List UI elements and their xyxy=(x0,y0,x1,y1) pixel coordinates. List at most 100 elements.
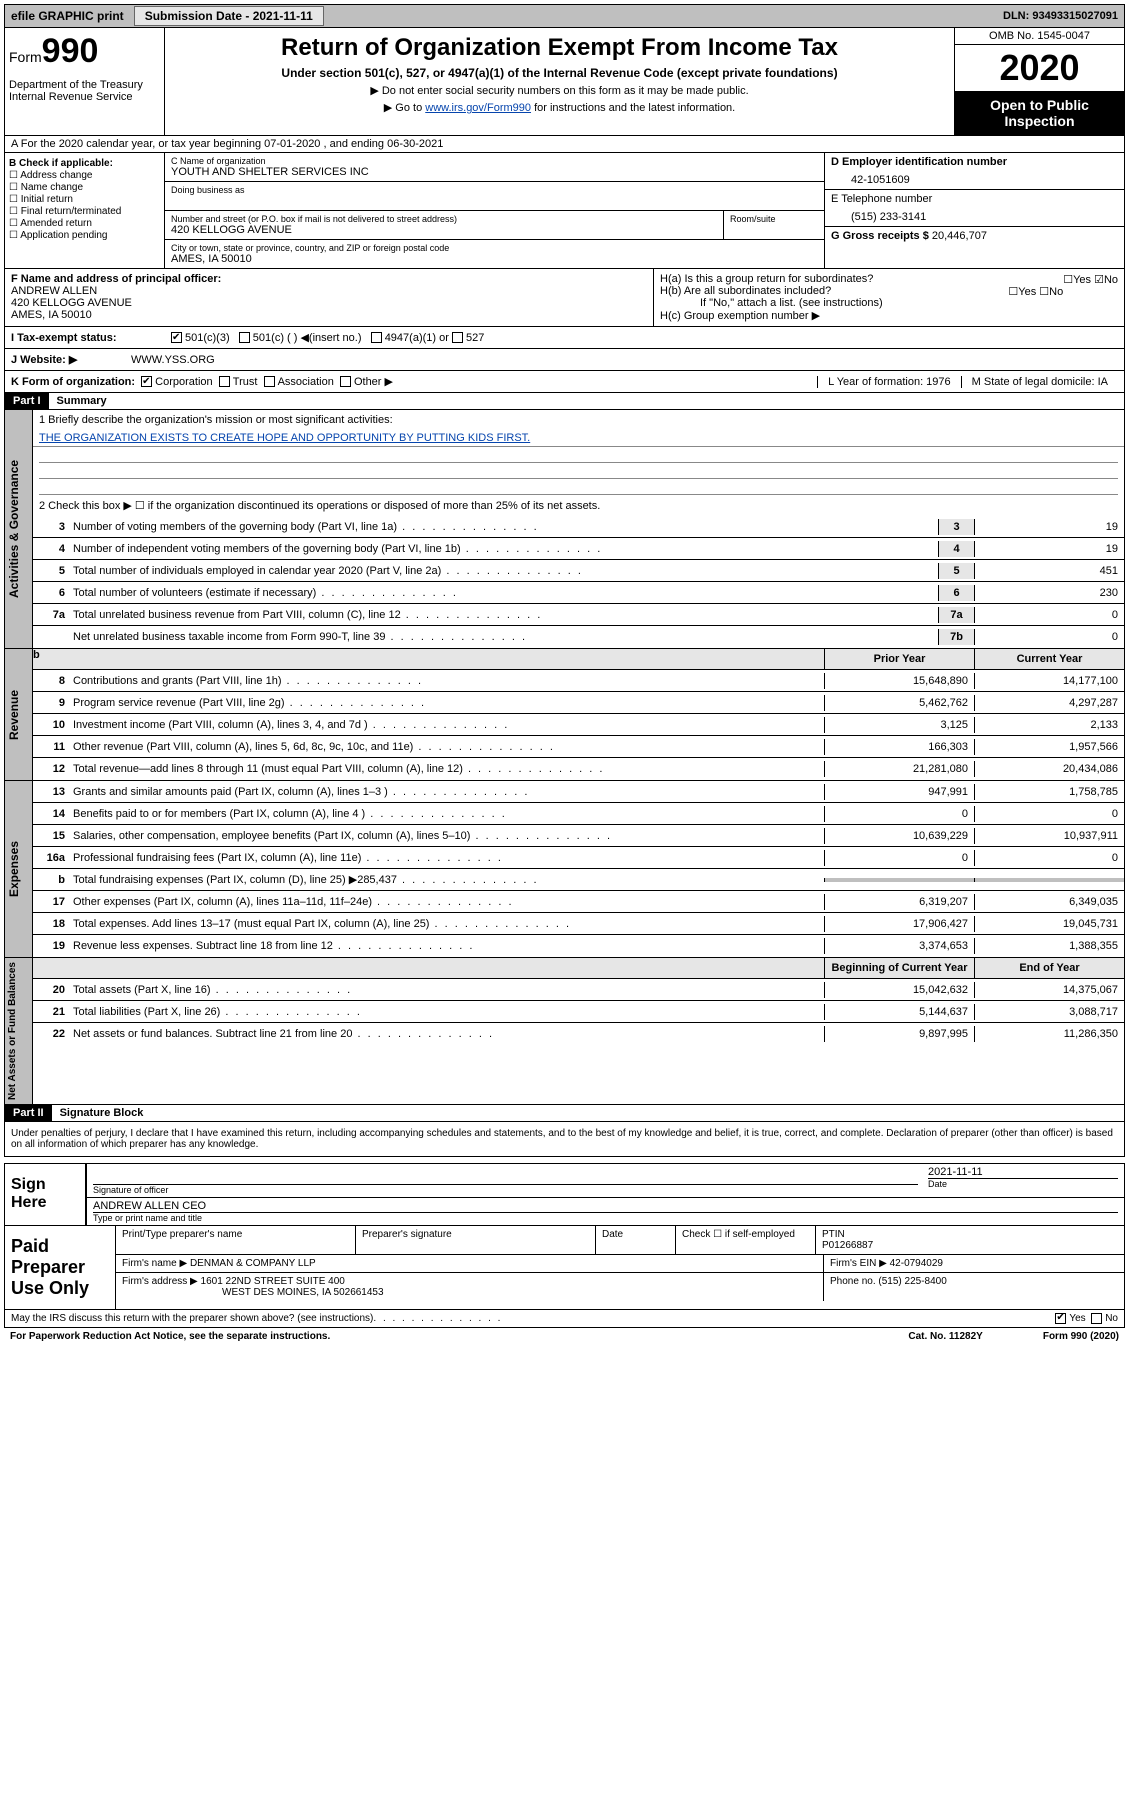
side-net: Net Assets or Fund Balances xyxy=(5,958,33,1104)
line-desc: Other expenses (Part IX, column (A), lin… xyxy=(69,894,824,910)
discuss-no[interactable] xyxy=(1091,1313,1102,1324)
firm-addr2: WEST DES MOINES, IA 502661453 xyxy=(122,1287,384,1298)
hdr-prior: Prior Year xyxy=(824,649,974,669)
tax-exempt-row: I Tax-exempt status: 501(c)(3) 501(c) ( … xyxy=(4,327,1125,349)
form-header: Form990 Department of the Treasury Inter… xyxy=(4,28,1125,136)
h-a: H(a) Is this a group return for subordin… xyxy=(660,273,1118,285)
hdr-end: End of Year xyxy=(974,958,1124,978)
line-desc: Total unrelated business revenue from Pa… xyxy=(69,607,938,623)
chk-527[interactable] xyxy=(452,332,463,343)
line-desc: Total expenses. Add lines 13–17 (must eq… xyxy=(69,916,824,932)
line-num: 21 xyxy=(33,1004,69,1020)
curr-val: 6,349,035 xyxy=(974,894,1124,910)
opt-address[interactable]: ☐ Address change xyxy=(9,170,160,181)
prep-h5: PTIN xyxy=(822,1229,845,1240)
prep-h1: Print/Type preparer's name xyxy=(116,1226,356,1254)
line-num: 18 xyxy=(33,916,69,932)
line-desc: Professional fundraising fees (Part IX, … xyxy=(69,850,824,866)
submission-date-button[interactable]: Submission Date - 2021-11-11 xyxy=(134,6,324,26)
line-val: 19 xyxy=(974,519,1124,535)
prep-h4: Check ☐ if self-employed xyxy=(676,1226,816,1254)
footer-line: For Paperwork Reduction Act Notice, see … xyxy=(4,1328,1125,1345)
opt-name[interactable]: ☐ Name change xyxy=(9,182,160,193)
printed-label: Type or print name and title xyxy=(93,1212,1118,1223)
line-num: b xyxy=(33,872,69,888)
prior-val: 6,319,207 xyxy=(824,894,974,910)
state-domicile: M State of legal domicile: IA xyxy=(961,376,1118,388)
line-desc: Total revenue—add lines 8 through 11 (mu… xyxy=(69,761,824,777)
hdr-curr: Current Year xyxy=(974,649,1124,669)
line-desc: Program service revenue (Part VIII, line… xyxy=(69,695,824,711)
line-num: 3 xyxy=(33,519,69,535)
firm-ein: 42-0794029 xyxy=(890,1258,943,1269)
curr-val: 19,045,731 xyxy=(974,916,1124,932)
chk-assoc[interactable] xyxy=(264,376,275,387)
period-line: A For the 2020 calendar year, or tax yea… xyxy=(4,136,1125,153)
chk-4947[interactable] xyxy=(371,332,382,343)
line-val: 451 xyxy=(974,563,1124,579)
line-num: 12 xyxy=(33,761,69,777)
prep-h2: Preparer's signature xyxy=(356,1226,596,1254)
chk-other[interactable] xyxy=(340,376,351,387)
sig-officer-label: Signature of officer xyxy=(93,1184,918,1195)
sign-here-block: Sign Here Signature of officer 2021-11-1… xyxy=(4,1163,1125,1226)
opt-final[interactable]: ☐ Final return/terminated xyxy=(9,206,160,217)
sig-date-label: Date xyxy=(928,1178,1118,1189)
officer-printed: ANDREW ALLEN CEO xyxy=(93,1200,1118,1212)
line-2: 2 Check this box ▶ ☐ if the organization… xyxy=(33,495,1124,516)
prior-val: 9,897,995 xyxy=(824,1026,974,1042)
line-desc: Salaries, other compensation, employee b… xyxy=(69,828,824,844)
cat-no: Cat. No. 11282Y xyxy=(908,1331,982,1342)
prior-val: 5,144,637 xyxy=(824,1004,974,1020)
line-desc: Number of independent voting members of … xyxy=(69,541,938,557)
chk-trust[interactable] xyxy=(219,376,230,387)
info-grid: B Check if applicable: ☐ Address change … xyxy=(4,153,1125,269)
section-governance: Activities & Governance 1 Briefly descri… xyxy=(4,410,1125,649)
k-row: K Form of organization: Corporation Trus… xyxy=(4,371,1125,393)
discuss-yes[interactable] xyxy=(1055,1313,1066,1324)
ssn-note: ▶ Do not enter social security numbers o… xyxy=(171,84,948,97)
line-desc: Total assets (Part X, line 16) xyxy=(69,982,824,998)
line-desc: Total number of individuals employed in … xyxy=(69,563,938,579)
opt-pending[interactable]: ☐ Application pending xyxy=(9,230,160,241)
line-num: 5 xyxy=(33,563,69,579)
line-num: 16a xyxy=(33,850,69,866)
website-value: WWW.YSS.ORG xyxy=(131,354,215,366)
line-box: 4 xyxy=(938,541,974,557)
line-num: 9 xyxy=(33,695,69,711)
opt-initial[interactable]: ☐ Initial return xyxy=(9,194,160,205)
line-box: 6 xyxy=(938,585,974,601)
prior-val xyxy=(824,878,974,882)
irs-link[interactable]: www.irs.gov/Form990 xyxy=(425,102,531,114)
addr-label: Number and street (or P.O. box if mail i… xyxy=(171,214,717,224)
line-num: 4 xyxy=(33,541,69,557)
curr-val: 1,758,785 xyxy=(974,784,1124,800)
prior-val: 10,639,229 xyxy=(824,828,974,844)
declaration: Under penalties of perjury, I declare th… xyxy=(4,1122,1125,1157)
chk-501c[interactable] xyxy=(239,332,250,343)
inspection-badge: Open to Public Inspection xyxy=(955,91,1124,135)
line-num: 17 xyxy=(33,894,69,910)
chk-501c3[interactable] xyxy=(171,332,182,343)
chk-corp[interactable] xyxy=(141,376,152,387)
curr-val: 2,133 xyxy=(974,717,1124,733)
prior-val: 21,281,080 xyxy=(824,761,974,777)
curr-val: 1,388,355 xyxy=(974,938,1124,954)
curr-val: 0 xyxy=(974,806,1124,822)
prep-h3: Date xyxy=(596,1226,676,1254)
firm-phone: (515) 225-8400 xyxy=(878,1276,946,1287)
line-desc: Total number of volunteers (estimate if … xyxy=(69,585,938,601)
pra-notice: For Paperwork Reduction Act Notice, see … xyxy=(10,1331,330,1342)
line-val: 0 xyxy=(974,607,1124,623)
prior-val: 3,125 xyxy=(824,717,974,733)
line-num: 19 xyxy=(33,938,69,954)
curr-val: 0 xyxy=(974,850,1124,866)
blank-1 xyxy=(39,447,1118,463)
efile-label: efile GRAPHIC print xyxy=(5,7,130,25)
sig-date: 2021-11-11 xyxy=(928,1166,1118,1178)
line-desc: Investment income (Part VIII, column (A)… xyxy=(69,717,824,733)
officer-addr: 420 KELLOGG AVENUE xyxy=(11,297,647,309)
opt-amended[interactable]: ☐ Amended return xyxy=(9,218,160,229)
firm-addr1: 1601 22ND STREET SUITE 400 xyxy=(201,1276,345,1287)
prior-val: 947,991 xyxy=(824,784,974,800)
